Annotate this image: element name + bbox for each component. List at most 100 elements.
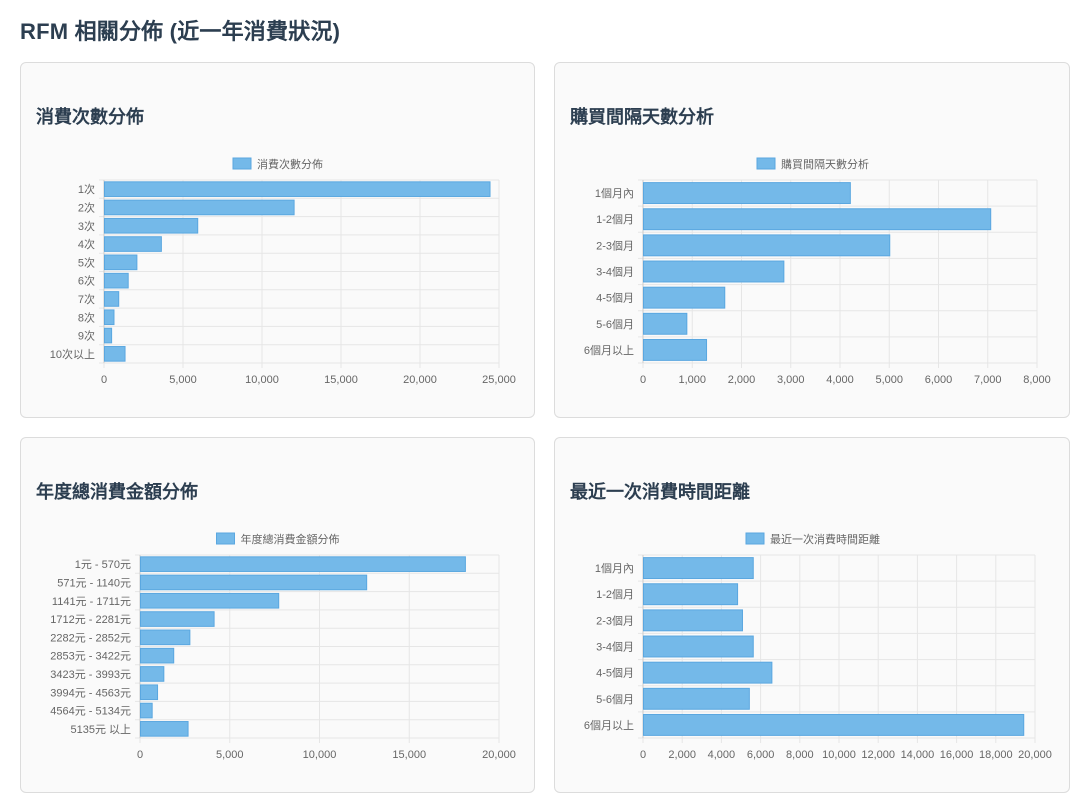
legend-label: 最近一次消費時間距離 [770, 532, 880, 546]
y-tick-label: 1次 [78, 182, 95, 196]
chart-title: 購買間隔天數分析 [570, 107, 714, 127]
bar [643, 338, 708, 361]
bar [140, 684, 159, 701]
bar [140, 592, 280, 609]
chart-legend: 消費次數分佈 [232, 157, 323, 171]
y-tick-label: 5-6個月 [596, 693, 634, 706]
y-tick-label: 3次 [78, 219, 95, 233]
y-tick-label: 6個月以上 [584, 719, 634, 732]
x-tick-label: 12,000 [861, 749, 895, 761]
x-tick-label: 3,000 [777, 374, 805, 386]
chart-card-purchase-frequency: 消費次數分佈 消費次數分佈 0 5,000 10,000 15,000 20,000 25,… [20, 62, 535, 418]
chart-card-purchase-interval: 購買間隔天數分析 購買間隔天數分析 0 1,000 2,000 3,000 4,000 5,… [554, 62, 1070, 418]
x-tick-label: 4,000 [708, 749, 736, 761]
y-tick-label: 3423元 - 3993元 [50, 669, 131, 681]
y-tick-label: 1141元 - 1711元 [52, 596, 131, 608]
chart-legend: 最近一次消費時間距離 [745, 532, 880, 546]
bar [643, 260, 785, 283]
bar-chart: 年度總消費金額分佈 0 5,000 10,000 15,000 20,000 1元 - 57… [50, 532, 516, 761]
y-tick-label: 3994元 - 4563元 [50, 687, 131, 699]
y-tick-label: 4次 [78, 237, 95, 251]
bar [643, 182, 851, 205]
y-tick-label: 3-4個月 [596, 266, 634, 279]
bar [104, 181, 491, 197]
bar [643, 312, 688, 335]
bar-chart: 最近一次消費時間距離 0 2,000 4,000 6,000 8,000 10,000 12,… [584, 532, 1052, 761]
y-tick-label: 8次 [78, 310, 95, 324]
x-tick-label: 18,000 [979, 749, 1013, 761]
bar [104, 217, 199, 234]
y-tick-label: 6次 [78, 274, 95, 288]
x-tick-label: 0 [640, 749, 646, 761]
y-tick-label: 2853元 - 3422元 [50, 651, 131, 663]
bar [140, 647, 175, 664]
y-tick-label: 3-4個月 [596, 641, 634, 654]
chart-title: 最近一次消費時間距離 [570, 482, 750, 502]
chart-title: 消費次數分佈 [36, 107, 144, 127]
y-tick-label: 5-6個月 [596, 318, 634, 331]
bar [140, 721, 189, 737]
bar [104, 309, 115, 326]
legend-label: 購買間隔天數分析 [781, 157, 869, 171]
chart-card-recency: 最近一次消費時間距離 最近一次消費時間距離 0 2,000 4,000 6,000 8,0… [554, 437, 1070, 793]
bar [140, 702, 153, 719]
legend-swatch [232, 157, 252, 170]
x-tick-label: 1,000 [678, 374, 706, 386]
bar [104, 199, 295, 216]
x-tick-label: 5,000 [169, 374, 197, 386]
x-tick-label: 0 [640, 374, 646, 386]
page-title: RFM 相關分佈 (近一年消費狀況) [20, 19, 341, 44]
x-tick-label: 5,000 [216, 749, 244, 761]
bar [643, 583, 739, 606]
x-tick-label: 25,000 [482, 374, 516, 386]
bar [104, 327, 113, 344]
x-tick-label: 14,000 [901, 749, 935, 761]
x-tick-label: 10,000 [822, 749, 856, 761]
x-tick-label: 6,000 [925, 374, 953, 386]
x-tick-label: 15,000 [392, 749, 426, 761]
x-tick-label: 5,000 [875, 374, 903, 386]
x-tick-label: 20,000 [403, 374, 437, 386]
bar [104, 254, 138, 271]
y-tick-label: 5135元 以上 [70, 723, 131, 736]
y-tick-label: 7次 [78, 292, 95, 306]
x-tick-label: 2,000 [728, 374, 756, 386]
bar [643, 286, 726, 309]
bar [140, 611, 215, 627]
y-tick-label: 2次 [78, 200, 95, 214]
y-tick-label: 1712元 - 2281元 [50, 614, 131, 626]
bar [104, 272, 129, 289]
x-tick-label: 8,000 [786, 749, 814, 761]
x-tick-label: 15,000 [324, 374, 358, 386]
legend-swatch [216, 532, 235, 545]
x-tick-label: 20,000 [482, 749, 516, 761]
bar [104, 291, 120, 307]
y-tick-label: 2282元 - 2852元 [50, 632, 131, 644]
y-tick-label: 2-3個月 [596, 614, 634, 627]
legend-label: 年度總消費金額分佈 [241, 532, 340, 546]
y-tick-label: 2-3個月 [596, 239, 634, 252]
y-tick-label: 4-5個月 [596, 667, 634, 680]
bar [643, 609, 743, 632]
y-tick-label: 1個月內 [595, 562, 634, 575]
legend-swatch [756, 157, 776, 170]
x-tick-label: 8,000 [1023, 374, 1051, 386]
x-tick-label: 4,000 [826, 374, 854, 386]
y-tick-label: 1-2個月 [596, 588, 634, 601]
chart-title: 年度總消費金額分佈 [36, 482, 198, 502]
bar [643, 635, 754, 658]
x-tick-label: 0 [101, 374, 107, 386]
legend-label: 消費次數分佈 [257, 157, 323, 171]
x-tick-label: 7,000 [974, 374, 1002, 386]
x-tick-label: 2,000 [668, 749, 696, 761]
legend-swatch [745, 532, 765, 545]
bar [643, 208, 992, 231]
bar [140, 574, 368, 591]
y-tick-label: 10次以上 [50, 347, 95, 361]
bar-chart: 購買間隔天數分析 0 1,000 2,000 3,000 4,000 5,000 6,000 7… [584, 157, 1051, 386]
y-tick-label: 4-5個月 [596, 292, 634, 305]
bar [140, 629, 191, 646]
y-tick-label: 9次 [78, 329, 95, 343]
bar-chart: 消費次數分佈 0 5,000 10,000 15,000 20,000 25,000 1次 2次… [50, 157, 516, 386]
bar [643, 234, 891, 257]
